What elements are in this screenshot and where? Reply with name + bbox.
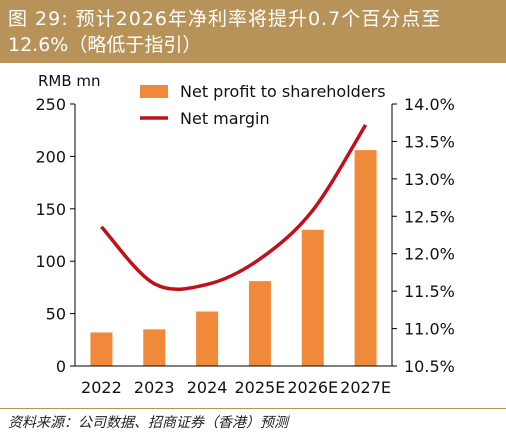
legend-label-net-margin: Net margin: [180, 109, 270, 128]
x-tick-label: 2024: [187, 378, 228, 397]
bar-net-profit: [143, 329, 166, 366]
bar-net-profit: [90, 332, 113, 366]
y-right-tick-label: 11.0%: [404, 320, 455, 339]
combo-chart: RMB mn 0 50 100 150 200 250 10.5% 11.0% 11.5% 12…: [35, 72, 455, 397]
source-note: 资料来源：公司数据、招商证券（香港）预测: [8, 415, 288, 431]
bar-net-profit: [301, 229, 324, 366]
y-right-tick-label: 13.0%: [404, 170, 455, 189]
bar-net-profit: [354, 150, 377, 366]
y-right-tick-label: 10.5%: [404, 357, 455, 376]
figure-title-bar: 图 29: 预计2026年净利率将提升0.7个百分点至 12.6%（略低于指引）: [0, 0, 506, 63]
y-right-tick-label: 13.5%: [404, 132, 455, 151]
x-tick-label: 2026E: [287, 378, 338, 397]
x-tick-label: 2022: [81, 378, 122, 397]
bar-net-profit: [196, 311, 219, 366]
y-left-tick-label: 150: [35, 200, 66, 219]
net-margin-line: [100, 124, 368, 291]
y-right-tick-label: 11.5%: [404, 282, 455, 301]
legend-swatch-net-profit: [140, 85, 168, 98]
legend-label-net-profit: Net profit to shareholders: [180, 82, 386, 101]
x-tick-label: 2023: [134, 378, 175, 397]
y-left-tick-label: 200: [35, 147, 66, 166]
figure-title-line2: 12.6%（略低于指引）: [8, 34, 202, 56]
y-left-tick-label: 50: [46, 305, 66, 324]
bar-net-profit: [248, 281, 271, 366]
y-right-tick-label: 12.0%: [404, 245, 455, 264]
figure-title-line1: 图 29: 预计2026年净利率将提升0.7个百分点至: [8, 8, 442, 30]
y-left-unit-label: RMB mn: [38, 72, 101, 90]
y-left-tick-label: 250: [35, 95, 66, 114]
x-tick-label: 2027E: [340, 378, 391, 397]
y-right-tick-label: 12.5%: [404, 207, 455, 226]
x-tick-label: 2025E: [235, 378, 286, 397]
footer-divider: [0, 408, 506, 409]
y-left-tick-label: 100: [35, 252, 66, 271]
y-right-tick-label: 14.0%: [404, 95, 455, 114]
y-left-tick-label: 0: [56, 357, 66, 376]
